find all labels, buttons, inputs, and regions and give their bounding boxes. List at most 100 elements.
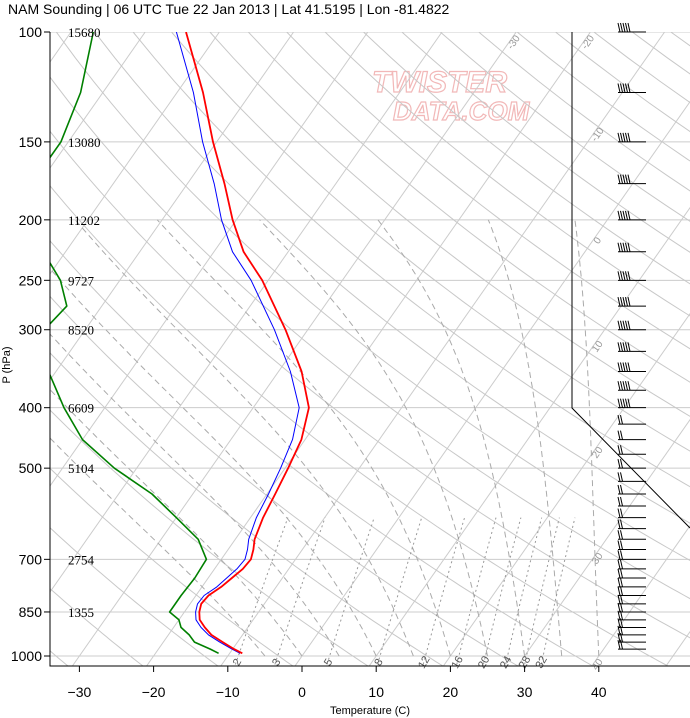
wind-barb-flag [620,472,623,482]
wind-barb-flag [627,271,631,281]
isotherm-label: 10 [590,339,606,355]
isotherm-label: 40 [590,657,606,673]
dewpoint-line [175,32,300,654]
wind-barb-flag [620,297,623,307]
mixing-ratio-line [422,517,466,666]
wind-barb-flag [617,632,621,643]
x-tick-label: 20 [443,684,459,700]
height-label: 8520 [68,323,94,338]
isotherm [591,524,690,666]
wind-barb-flag [617,559,621,569]
isotherm [50,32,220,275]
mixing-ratio-label: 3 [270,657,283,668]
dry-adiabat [132,32,690,488]
mixing-ratio-label: 32 [533,654,550,671]
wind-barb-flag [620,640,623,650]
mixing-ratio-label: 8 [372,657,385,668]
isotherm [145,32,591,666]
dry-adiabat [324,32,690,317]
wind-barb-flag [627,320,631,330]
wind-barb-flag [620,415,623,425]
wind-barb-flag [620,496,623,507]
wind-barb-flag [617,22,621,33]
wind-barb-flag [617,210,621,220]
isotherm [50,32,443,593]
isotherm [516,418,690,666]
wind-barb-flag [617,320,621,330]
wind-barb-flag [620,586,623,596]
moist-adiabat [50,437,266,657]
wind-barb-flag [620,540,623,550]
wind-barb-flag [627,242,631,252]
isotherm-label: 30 [590,551,606,567]
wind-barb-flag [617,602,621,613]
wind-barb-flag [620,577,623,588]
isotherm [368,206,690,666]
height-label: 2754 [68,552,95,567]
wind-barb-flag [620,559,623,569]
wind-barb-flag [620,484,623,495]
wind-barb-flag [625,83,628,93]
wind-barb-flag [617,586,621,596]
moist-adiabat [50,333,340,657]
y-tick-label: 200 [19,212,43,228]
wind-barb-flag [622,83,626,93]
height-label: 9727 [68,273,95,288]
wind-barb-flag [620,381,623,391]
height-label: 1355 [68,605,94,620]
y-tick-label: 250 [19,272,43,288]
dry-adiabat [247,32,690,383]
moist-adiabat [50,388,303,657]
wind-barb-flag [617,496,621,507]
height-label: 15680 [68,25,101,40]
dry-adiabat [94,32,690,524]
wind-barb-flag [620,83,623,93]
hodograph-frame [571,32,690,529]
dry-adiabat [50,409,369,666]
mixing-ratio-line [376,517,423,666]
wind-barb-flag [625,271,628,281]
wind-barb-flag [625,297,628,307]
wind-barb-flag [620,530,623,540]
wind-barb-flag [622,342,626,352]
wind-barb-flag [622,132,626,142]
y-tick-label: 300 [19,322,43,338]
wind-barb-flag [622,381,626,391]
mixing-ratio-label: 5 [322,657,335,668]
x-tick-label: 40 [591,684,607,700]
wind-barb-flag [620,210,623,220]
mixing-ratio-line [455,517,497,666]
profile-lines [50,32,310,655]
wind-barb-flag [617,540,621,550]
mixing-ratio-line [504,517,543,666]
dry-adiabat [632,32,690,75]
wind-barb-flag [617,618,621,628]
wind-barb-flag [617,362,621,372]
wind-barb-flag [617,430,621,440]
wind-barbs [617,22,646,650]
wind-barb-flag [627,362,631,372]
wind-barb-flag [617,594,621,604]
y-axis-label: P (hPa) [1,346,13,383]
dry-adiabat [209,32,690,417]
wind-barb-flag [617,381,621,391]
wind-barb-flag [620,625,623,635]
height-label: 13080 [68,135,101,150]
x-tick-label: 0 [298,684,306,700]
height-label: 11202 [68,213,100,228]
mixing-ratio-line [482,517,522,666]
isotherm-label: 20 [590,445,606,461]
height-label: 5104 [68,461,95,476]
dry-adiabat [55,32,690,562]
moist-adiabat [74,219,414,657]
mixing-ratio-label: 12 [416,654,433,671]
dry-adiabat [401,32,690,253]
wind-barb-flag [625,174,628,184]
wind-barb-flag [627,132,631,142]
wind-barb-flag [617,83,621,93]
dry-adiabat [286,32,690,350]
wind-barb-flag [617,415,621,425]
